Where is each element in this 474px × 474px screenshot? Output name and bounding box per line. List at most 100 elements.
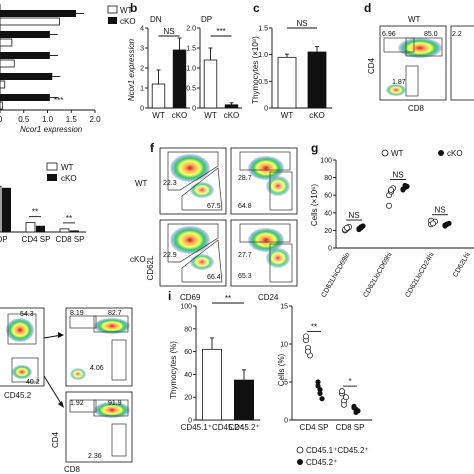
- gate-value: 22.3: [163, 180, 177, 187]
- x-tick-label: WT: [281, 111, 294, 120]
- legend-cko-marker: [438, 150, 444, 156]
- y-tick-label: 40: [184, 372, 192, 379]
- y-tick-label: 10: [280, 342, 288, 349]
- legend-wt-marker: [381, 149, 389, 157]
- flow-plot-wt-cd62l-cd24: [230, 147, 298, 215]
- x-tick-label: CD4 SP: [300, 423, 329, 432]
- bar-wt: [0, 73, 53, 80]
- x-tick-label: 0: [0, 115, 3, 124]
- panel-i-bar-chart: 0 20 40 60 80 100 CD45.1⁺CD45.2⁺CD45.2⁺ **: [180, 294, 260, 432]
- x-tick-label: cKO: [172, 111, 188, 120]
- significance-label: ***: [54, 96, 63, 105]
- x-tick-label: DP: [0, 235, 8, 244]
- point-filled: [353, 409, 359, 415]
- y-tick-label: 0: [284, 418, 288, 425]
- point-filled: [317, 390, 323, 396]
- point-wt: [386, 202, 392, 209]
- panel-label-d: d: [364, 1, 371, 15]
- y-tick-label: 1.0: [258, 52, 268, 59]
- gate-value: 8.19: [70, 310, 84, 317]
- x-axis-label: Ncor1 expression: [20, 125, 83, 134]
- y-tick-label: 4: [140, 26, 144, 33]
- x-tick-label: cKO: [309, 111, 325, 120]
- significance-label: NS: [348, 211, 359, 220]
- bar-cko: [2, 187, 11, 232]
- x-tick-label: 1.0: [42, 115, 54, 124]
- x-tick-label: CD8 SP: [336, 423, 365, 432]
- x-tick-label: 0.5: [18, 115, 30, 124]
- bar: [233, 379, 254, 421]
- bar-wt: [0, 52, 50, 59]
- y-tick-label: 0.5: [258, 79, 268, 86]
- significance-label: ***: [216, 27, 225, 36]
- bar: [203, 59, 218, 109]
- x-tick-label: WT: [152, 111, 165, 120]
- x-axis-label: CD8: [408, 104, 425, 113]
- bar-cko: [0, 17, 60, 26]
- point-cko: [358, 225, 364, 231]
- x-tick-label: CD45.2⁺: [228, 423, 259, 432]
- y-tick-label: 1.5: [258, 26, 268, 33]
- significance-label: **: [225, 294, 231, 303]
- y-axis-label: Cells (×10⁶): [310, 184, 319, 227]
- y-tick-label: 60: [184, 349, 192, 356]
- y-tick-label: 1.0: [186, 66, 196, 73]
- plot-title: WT: [408, 15, 421, 24]
- y-axis-label: Thymocytes (%): [169, 341, 178, 399]
- bar-wt: [25, 222, 36, 233]
- arrow-line: [43, 375, 63, 406]
- y-tick-label: 0: [192, 106, 196, 113]
- x-tick-label: 2.0: [89, 115, 101, 124]
- legend-marker-filled: [297, 459, 303, 465]
- gate-value: 2.36: [88, 453, 102, 460]
- significance-label: NS: [296, 19, 307, 28]
- flow-plot-wt-cd4-cd8: [379, 25, 447, 101]
- panel-g-dot-plot: 0 20 40 60 80 100 NS NS NS CD62LhiCD69lo CD62LloCD…: [320, 158, 474, 299]
- y-axis-label: CD4: [51, 431, 60, 448]
- y-tick-label: 20: [184, 395, 192, 402]
- gate-value: 40.2: [26, 379, 40, 386]
- gate-value: 1.92: [70, 400, 84, 407]
- gate-value: 27.7: [238, 252, 252, 259]
- dp-title: DP: [201, 15, 212, 24]
- y-tick-label: 15: [280, 304, 288, 311]
- panel-label-i: i: [168, 289, 171, 303]
- y-axis-label: Ncor1 expression: [127, 38, 136, 101]
- legend-marker-open: [296, 446, 304, 454]
- panel-i-dot-plot: 0 5 10 15 ** CD4 SP * CD8 SP: [280, 304, 372, 432]
- panel-a-bar-chart: 0 0.5 1.0 1.5 2.0: [0, 4, 101, 124]
- gate-value: 65.3: [238, 273, 252, 280]
- gate-value: 6.96: [382, 31, 396, 38]
- point-open: [305, 348, 311, 355]
- gate-value: 82.7: [108, 310, 122, 317]
- bar-cko: [0, 80, 6, 89]
- flow-plot-cko-partial: [450, 25, 474, 101]
- panel-label-c: c: [253, 1, 260, 15]
- flow-plot-cd45: [0, 307, 45, 387]
- panel-b-dn-chart: 0 1 2 3 4 WT cKO NS: [140, 26, 190, 120]
- y-tick-label: 40: [324, 210, 332, 217]
- gate-value: 1.87: [392, 79, 406, 86]
- flow-plot-cd4-cd8-top: [65, 307, 133, 387]
- dn-title: DN: [150, 15, 162, 24]
- point-filled: [319, 396, 325, 402]
- bar: [224, 104, 239, 109]
- gate-value: 28.7: [238, 175, 252, 182]
- y-tick-label: 80: [324, 175, 332, 182]
- x-tick-label: CD62LloCD69hi: [362, 251, 394, 299]
- significance-label: *: [348, 377, 351, 386]
- bar-cko: [0, 101, 3, 110]
- y-tick-label: 0: [140, 106, 144, 113]
- panel-b-dp-chart: 0 0.5 1.0 1.5 2.0 WT cKO ***: [186, 26, 242, 120]
- panel-label-f: f: [150, 141, 155, 155]
- x-tick-label: WT: [204, 111, 217, 120]
- flow-plot-cko-cd62l-cd69: [159, 219, 227, 287]
- y-tick-label: 0: [328, 246, 332, 253]
- legend-cko-label: cKO: [61, 174, 77, 183]
- point-filled: [351, 405, 357, 411]
- y-tick-label: 2.0: [186, 26, 196, 33]
- gate-value: 2.2: [452, 31, 462, 38]
- y-tick-label: 100: [180, 304, 192, 311]
- bar-cko: [0, 59, 15, 68]
- x-tick-label: CD62LhiCD69lo: [320, 251, 351, 298]
